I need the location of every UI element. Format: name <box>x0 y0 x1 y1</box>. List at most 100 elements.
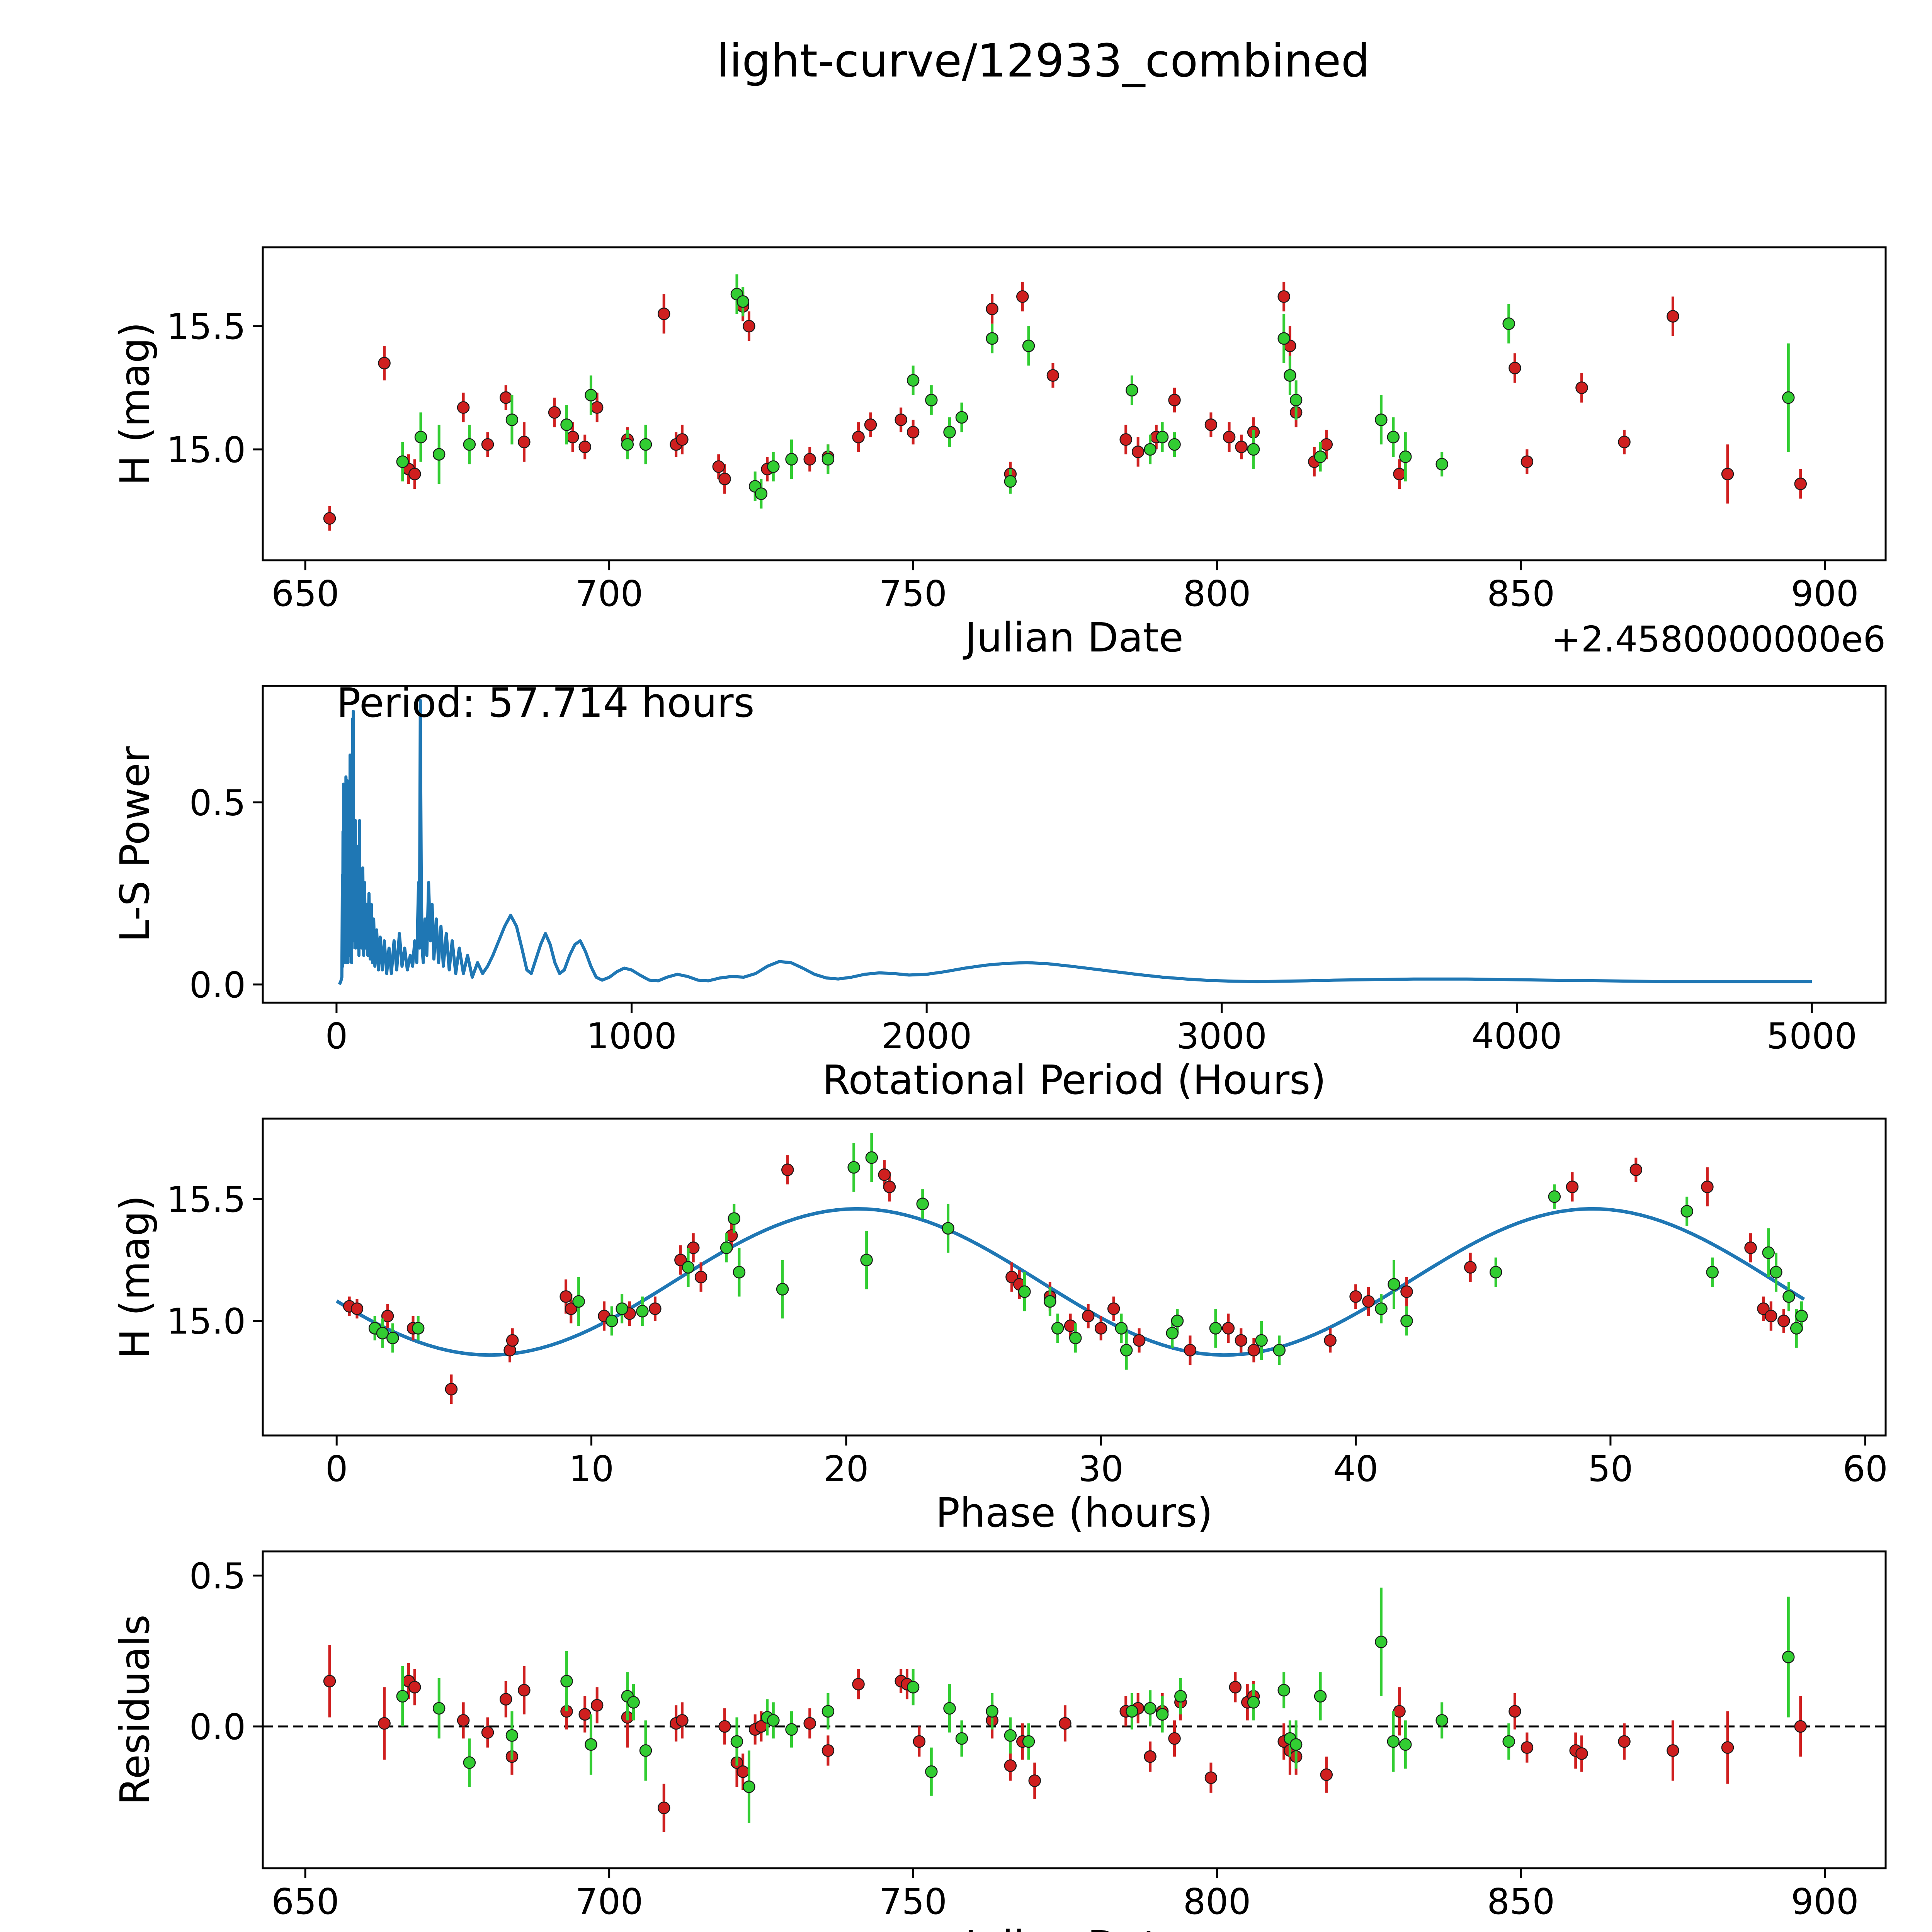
y-tick-label: 15.0 <box>167 1301 246 1342</box>
data-point <box>1314 1690 1327 1703</box>
data-point <box>906 1681 920 1694</box>
data-point <box>1277 1684 1290 1697</box>
data-point <box>1757 1302 1770 1315</box>
data-point <box>432 448 446 461</box>
data-point <box>1144 443 1156 456</box>
data-point <box>323 1675 336 1688</box>
data-point <box>736 1765 749 1778</box>
data-point <box>639 438 652 451</box>
data-point <box>1082 1310 1095 1323</box>
data-point <box>1520 1741 1534 1754</box>
data-point <box>1435 458 1448 471</box>
data-point <box>1782 391 1795 404</box>
data-point <box>1435 1714 1448 1727</box>
data-point <box>1667 1744 1679 1757</box>
data-point <box>803 453 816 466</box>
data-point <box>657 307 670 320</box>
y-tick-label: 15.5 <box>167 1179 246 1220</box>
data-point <box>1388 1278 1400 1291</box>
period-annotation: Period: 57.714 hours <box>337 679 755 726</box>
data-point <box>1126 384 1138 397</box>
data-point <box>578 440 591 453</box>
data-point <box>955 1732 968 1745</box>
data-point <box>1277 290 1290 303</box>
data-point <box>1400 1285 1413 1298</box>
data-point <box>1502 1735 1515 1748</box>
data-point <box>590 401 604 414</box>
x-tick-label: 50 <box>1588 1448 1633 1490</box>
x-tick-label: 650 <box>271 573 339 614</box>
data-point <box>616 1302 628 1315</box>
x-tick-label: 900 <box>1791 573 1859 614</box>
data-point <box>1022 1735 1035 1748</box>
data-point <box>1022 339 1035 352</box>
data-point <box>1349 1290 1362 1303</box>
data-point <box>1018 1285 1031 1298</box>
data-point <box>1509 1705 1521 1718</box>
data-point <box>913 1735 926 1748</box>
data-point <box>821 1744 835 1757</box>
data-point <box>1247 1344 1260 1357</box>
data-point <box>408 468 421 481</box>
data-point <box>350 1302 364 1315</box>
data-point <box>1174 1690 1187 1703</box>
x-tick-label: 20 <box>823 1448 869 1490</box>
data-point <box>518 435 531 449</box>
series-green-phased <box>368 1133 1808 1370</box>
data-point <box>1320 1768 1333 1781</box>
y-tick-label: 0.5 <box>189 1555 246 1597</box>
y-tick-label: 15.5 <box>167 306 246 347</box>
data-point <box>1168 394 1181 406</box>
data-point <box>1255 1334 1268 1347</box>
data-point <box>381 1310 394 1323</box>
data-point <box>1059 1717 1071 1730</box>
data-point <box>776 1283 789 1296</box>
x-tick-label: 40 <box>1333 1448 1378 1490</box>
plot-area-residuals <box>263 1587 1886 1832</box>
data-point <box>1387 1735 1400 1748</box>
data-point <box>1126 1705 1138 1718</box>
series-red-observations <box>323 282 1807 531</box>
series-red-phased <box>343 1155 1790 1404</box>
data-point <box>943 426 956 439</box>
data-point <box>481 438 494 451</box>
x-axis-label: Rotational Period (Hours) <box>822 1056 1326 1104</box>
data-point <box>1314 450 1327 463</box>
data-point <box>565 1302 578 1315</box>
x-tick-label: 0 <box>325 1015 348 1057</box>
data-point <box>1706 1266 1719 1279</box>
data-point <box>1362 1295 1375 1308</box>
data-point <box>895 413 907 426</box>
data-point <box>883 1180 896 1193</box>
data-point <box>1375 413 1388 426</box>
data-point <box>1247 443 1260 456</box>
data-point <box>1464 1261 1477 1274</box>
x-axis-label: Julian Date <box>963 614 1184 661</box>
data-point <box>676 1714 689 1727</box>
x-tick-label: 700 <box>575 1881 643 1922</box>
data-point <box>505 1729 519 1742</box>
data-point <box>1115 1322 1128 1335</box>
data-point <box>1575 1747 1588 1760</box>
data-point <box>925 394 938 406</box>
data-point <box>847 1161 860 1174</box>
x-tick-label: 2000 <box>881 1015 972 1057</box>
data-point <box>781 1163 794 1176</box>
data-point <box>1566 1180 1579 1193</box>
data-point <box>1051 1322 1064 1335</box>
data-point <box>1744 1242 1757 1254</box>
data-point <box>1794 478 1807 490</box>
data-point <box>1387 430 1400 444</box>
data-point <box>676 433 689 446</box>
data-point <box>1166 1327 1179 1340</box>
x-tick-label: 5000 <box>1767 1015 1857 1057</box>
y-axis-label: H (mag) <box>111 1195 158 1359</box>
data-point <box>506 1334 519 1347</box>
data-point <box>1120 1344 1133 1357</box>
data-point <box>906 374 920 387</box>
data-point <box>1399 1738 1412 1751</box>
panel-lightcurve: 650 700 750 800 850 900 15.0 15.5 Julian Date +2.… <box>111 246 1887 661</box>
series-red-residuals <box>323 1645 1807 1832</box>
data-point <box>743 1780 755 1793</box>
